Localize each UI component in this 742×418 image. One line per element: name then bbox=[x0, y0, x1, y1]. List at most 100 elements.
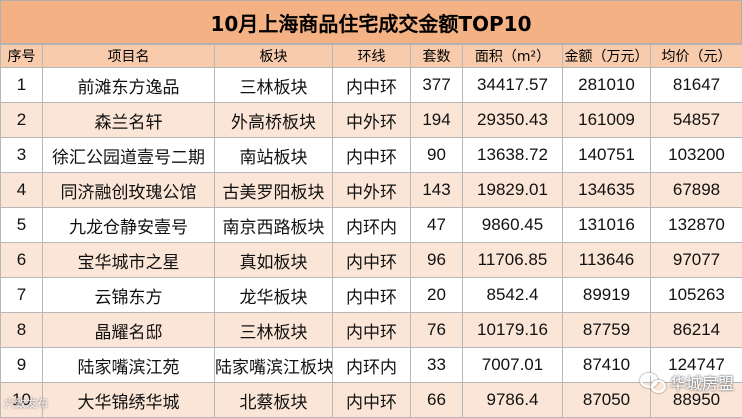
cell-district: 陆家嘴滨江板块 bbox=[215, 348, 333, 383]
cell-price: 54857 bbox=[651, 103, 742, 138]
cell-rank: 9 bbox=[1, 348, 43, 383]
column-header-amount: 金额（万元） bbox=[563, 45, 651, 68]
cell-amount: 134635 bbox=[563, 173, 651, 208]
cell-units: 194 bbox=[411, 103, 463, 138]
cell-area: 7007.01 bbox=[463, 348, 563, 383]
cell-ring: 内中环 bbox=[333, 383, 411, 418]
cell-project-name: 九龙仓静安壹号 bbox=[43, 208, 215, 243]
cell-ring: 内中环 bbox=[333, 243, 411, 278]
cell-ring: 内中环 bbox=[333, 138, 411, 173]
cell-district: 古美罗阳板块 bbox=[215, 173, 333, 208]
column-header-area: 面积（m²） bbox=[463, 45, 563, 68]
column-header-project: 项目名 bbox=[43, 45, 215, 68]
cell-rank: 3 bbox=[1, 138, 43, 173]
corner-watermark: 六致发布 bbox=[4, 395, 48, 411]
cell-ring: 内中环 bbox=[333, 313, 411, 348]
cell-amount: 281010 bbox=[563, 68, 651, 103]
cell-project-name: 徐汇公园道壹号二期 bbox=[43, 138, 215, 173]
cell-units: 33 bbox=[411, 348, 463, 383]
cell-units: 76 bbox=[411, 313, 463, 348]
header-row: 序号 项目名 板块 环线 套数 面积（m²） 金额（万元） 均价（元） bbox=[1, 45, 742, 68]
cell-project-name: 陆家嘴滨江苑 bbox=[43, 348, 215, 383]
cell-units: 66 bbox=[411, 383, 463, 418]
cell-district: 真如板块 bbox=[215, 243, 333, 278]
cell-rank: 2 bbox=[1, 103, 43, 138]
watermark-text: 华城房盟 bbox=[670, 370, 734, 394]
cell-amount: 131016 bbox=[563, 208, 651, 243]
cell-rank: 1 bbox=[1, 68, 43, 103]
cell-area: 29350.43 bbox=[463, 103, 563, 138]
cell-ring: 内中环 bbox=[333, 278, 411, 313]
cell-area: 11706.85 bbox=[463, 243, 563, 278]
cell-units: 20 bbox=[411, 278, 463, 313]
cell-rank: 8 bbox=[1, 313, 43, 348]
cell-rank: 4 bbox=[1, 173, 43, 208]
cell-ring: 内中环 bbox=[333, 68, 411, 103]
cell-area: 19829.01 bbox=[463, 173, 563, 208]
cell-price: 97077 bbox=[651, 243, 742, 278]
cell-project-name: 同济融创玫瑰公馆 bbox=[43, 173, 215, 208]
cell-units: 47 bbox=[411, 208, 463, 243]
cell-rank: 6 bbox=[1, 243, 43, 278]
cell-amount: 87050 bbox=[563, 383, 651, 418]
cell-units: 96 bbox=[411, 243, 463, 278]
cell-units: 377 bbox=[411, 68, 463, 103]
cell-project-name: 森兰名轩 bbox=[43, 103, 215, 138]
cell-units: 143 bbox=[411, 173, 463, 208]
cell-price: 81647 bbox=[651, 68, 742, 103]
cell-area: 8542.4 bbox=[463, 278, 563, 313]
cell-area: 9786.4 bbox=[463, 383, 563, 418]
cell-price: 67898 bbox=[651, 173, 742, 208]
cell-units: 90 bbox=[411, 138, 463, 173]
cell-price: 103200 bbox=[651, 138, 742, 173]
cell-amount: 140751 bbox=[563, 138, 651, 173]
cell-district: 南站板块 bbox=[215, 138, 333, 173]
cell-project-name: 晶耀名邸 bbox=[43, 313, 215, 348]
cell-price: 132870 bbox=[651, 208, 742, 243]
cell-area: 9860.45 bbox=[463, 208, 563, 243]
cell-ring: 中外环 bbox=[333, 173, 411, 208]
column-header-rank: 序号 bbox=[1, 45, 43, 68]
cell-area: 13638.72 bbox=[463, 138, 563, 173]
cell-amount: 113646 bbox=[563, 243, 651, 278]
cell-ring: 内环内 bbox=[333, 208, 411, 243]
cell-project-name: 云锦东方 bbox=[43, 278, 215, 313]
column-header-units: 套数 bbox=[411, 45, 463, 68]
cell-area: 10179.16 bbox=[463, 313, 563, 348]
cell-project-name: 大华锦绣华城 bbox=[43, 383, 215, 418]
cell-amount: 87410 bbox=[563, 348, 651, 383]
cell-district: 南京西路板块 bbox=[215, 208, 333, 243]
cell-project-name: 宝华城市之星 bbox=[43, 243, 215, 278]
cell-ring: 中外环 bbox=[333, 103, 411, 138]
cell-amount: 87759 bbox=[563, 313, 651, 348]
cell-district: 三林板块 bbox=[215, 68, 333, 103]
cell-price: 86214 bbox=[651, 313, 742, 348]
cell-district: 龙华板块 bbox=[215, 278, 333, 313]
cell-project-name: 前滩东方逸品 bbox=[43, 68, 215, 103]
watermark: 华城房盟 bbox=[640, 370, 734, 394]
cell-district: 三林板块 bbox=[215, 313, 333, 348]
column-header-ring: 环线 bbox=[333, 45, 411, 68]
cell-amount: 161009 bbox=[563, 103, 651, 138]
table-title: 10月上海商品住宅成交金额TOP10 bbox=[0, 0, 742, 44]
cell-rank: 5 bbox=[1, 208, 43, 243]
cell-district: 北蔡板块 bbox=[215, 383, 333, 418]
cell-amount: 89919 bbox=[563, 278, 651, 313]
cell-price: 105263 bbox=[651, 278, 742, 313]
cell-rank: 7 bbox=[1, 278, 43, 313]
wechat-icon bbox=[640, 372, 666, 392]
column-header-price: 均价（元） bbox=[651, 45, 742, 68]
column-header-district: 板块 bbox=[215, 45, 333, 68]
cell-district: 外高桥板块 bbox=[215, 103, 333, 138]
cell-ring: 内环内 bbox=[333, 348, 411, 383]
